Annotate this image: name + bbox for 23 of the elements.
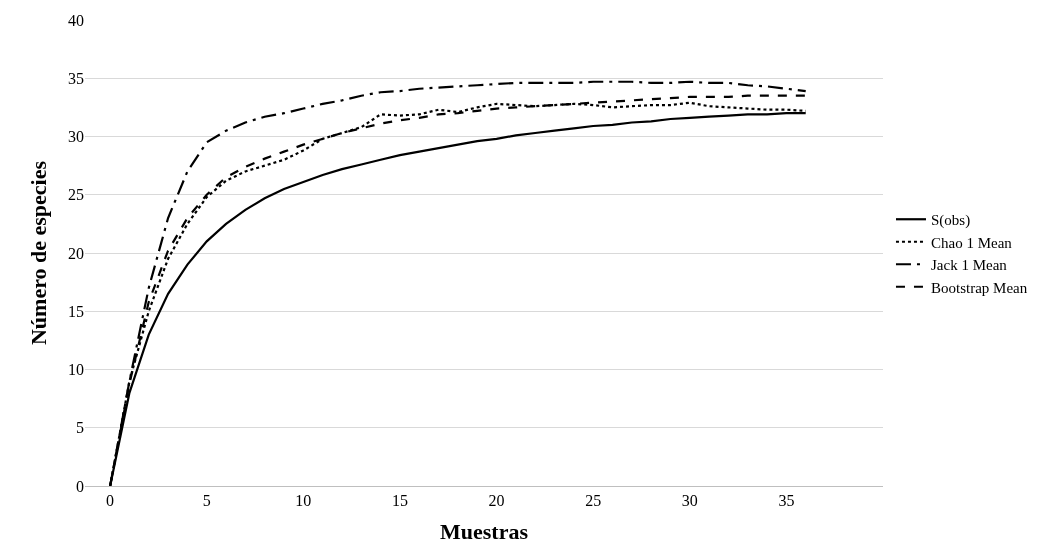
x-tick-label: 35 xyxy=(778,492,795,510)
y-tick-label: 35 xyxy=(68,69,84,87)
x-tick-label: 10 xyxy=(295,492,312,510)
y-tick-label: 25 xyxy=(68,186,84,204)
legend-label: S(obs) xyxy=(930,212,971,230)
y-tick-label: 10 xyxy=(68,361,84,379)
x-tick-label: 0 xyxy=(106,492,115,510)
y-tick-label: 5 xyxy=(76,419,84,437)
x-tick-label: 25 xyxy=(585,492,602,510)
y-tick-label: 20 xyxy=(68,244,84,262)
x-tick-label: 5 xyxy=(202,492,211,510)
y-tick-label: 40 xyxy=(68,11,84,29)
y-tick-label: 30 xyxy=(68,128,84,146)
y-axis-title: Número de especies xyxy=(25,160,51,346)
legend-label: Bootstrap Mean xyxy=(930,279,1028,296)
y-tick-label: 15 xyxy=(68,302,84,320)
x-tick-label: 30 xyxy=(681,492,698,510)
x-axis-title: Muestras xyxy=(440,519,529,545)
x-tick-label: 20 xyxy=(488,492,505,510)
y-tick-label: 0 xyxy=(76,477,84,495)
legend-label: Chao 1 Mean xyxy=(930,234,1013,251)
legend-label: Jack 1 Mean xyxy=(930,257,1008,274)
x-tick-label: 15 xyxy=(391,492,408,510)
